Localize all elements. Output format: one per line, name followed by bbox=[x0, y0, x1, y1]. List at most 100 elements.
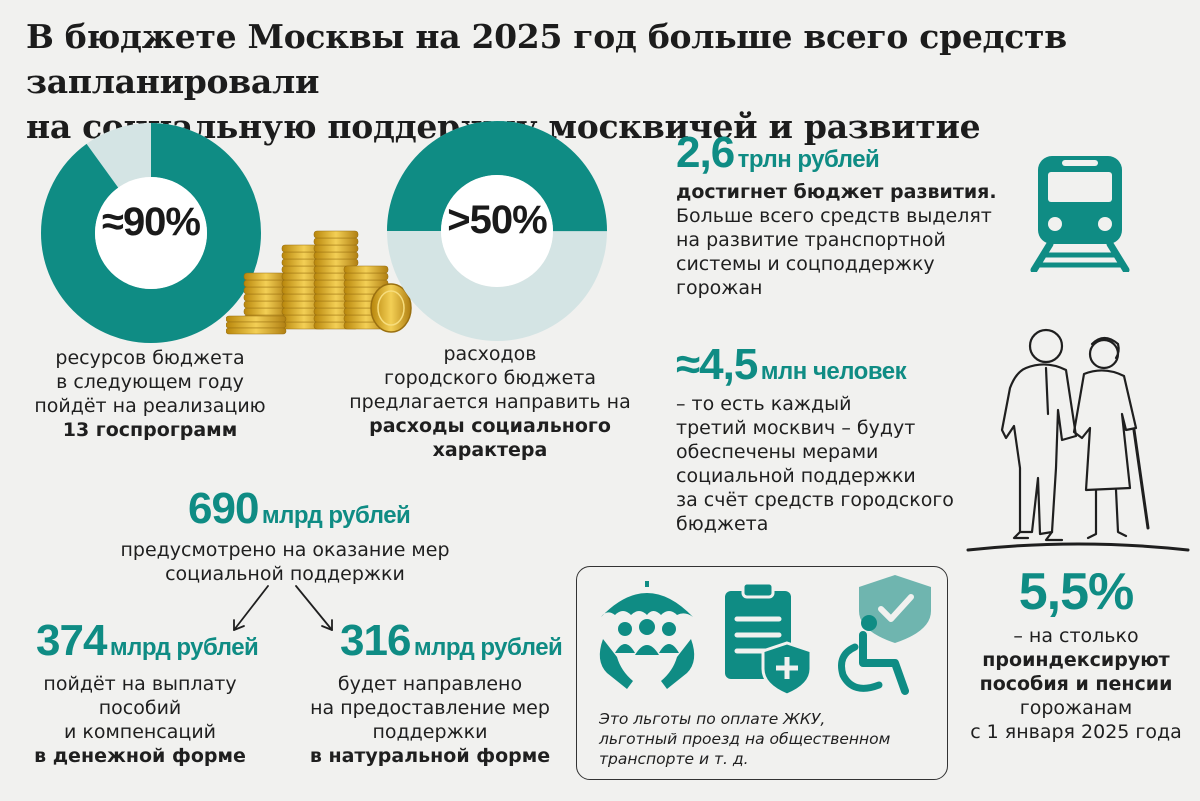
cash-text: пойдёт на выплату пособий и компенсаций … bbox=[20, 672, 260, 768]
coin bbox=[313, 244, 359, 253]
indexation-stat: 5,5% bbox=[966, 562, 1186, 622]
coin bbox=[243, 293, 289, 302]
text-line: на развитие транспортной bbox=[676, 229, 946, 251]
text-line: социальной поддержки bbox=[676, 465, 916, 487]
total-support-text: предусмотрено на оказание мер социальной… bbox=[120, 538, 450, 586]
donut-chart-90 bbox=[41, 123, 261, 343]
note-line: Это льготы по оплате ЖКУ, bbox=[599, 710, 826, 728]
text-line: горожанам bbox=[1019, 697, 1133, 719]
donut-arc bbox=[41, 123, 261, 343]
note-line: транспорте и т. д. bbox=[599, 750, 749, 768]
cash-bold: в денежной форме bbox=[34, 745, 246, 767]
note-line: льготный проезд на общественном bbox=[599, 730, 891, 748]
split-arrows bbox=[233, 585, 333, 631]
text-line: третий москвич – будут bbox=[676, 417, 916, 439]
coin bbox=[313, 230, 359, 239]
text-line: и компенсаций bbox=[63, 721, 217, 743]
coin bbox=[243, 272, 289, 281]
arrow-right bbox=[295, 585, 333, 631]
in-kind-text: будет направлено на предоставление мер п… bbox=[300, 672, 560, 768]
donut2-caption: расходов городского бюджета предлагается… bbox=[340, 342, 640, 462]
cash-stat: 374 млрд рублей bbox=[36, 616, 259, 666]
total-support-unit: млрд рублей bbox=[261, 502, 411, 529]
coin bbox=[243, 279, 289, 288]
arrow-left bbox=[233, 585, 269, 631]
caption-bold: расходы социального bbox=[369, 415, 611, 437]
elderly-couple-icon bbox=[966, 328, 1190, 552]
donut-arc bbox=[387, 121, 607, 341]
people-stat: ≈4,5 млн человек bbox=[676, 340, 907, 390]
coin bbox=[226, 327, 287, 335]
in-kind-number: 316 bbox=[340, 616, 411, 665]
caption-line: в следующем году bbox=[56, 371, 244, 393]
cash-number: 374 bbox=[36, 616, 107, 665]
indexation-text: – на столько проиндексируют пособия и пе… bbox=[956, 624, 1196, 744]
coin bbox=[343, 272, 389, 281]
donut1-caption: ресурсов бюджета в следующем году пойдёт… bbox=[20, 346, 280, 442]
coin bbox=[313, 237, 359, 246]
development-bold: достигнет бюджет развития. bbox=[676, 181, 997, 203]
train-icon bbox=[1030, 156, 1130, 272]
caption-line: предлагается направить на bbox=[349, 391, 631, 413]
caption-line: городского бюджета bbox=[384, 367, 596, 389]
coin bbox=[313, 251, 359, 260]
text-line: социальной поддержки bbox=[165, 563, 405, 585]
text-line: бюджета bbox=[676, 513, 769, 535]
coin bbox=[243, 286, 289, 295]
text-line: с 1 января 2025 года bbox=[970, 721, 1182, 743]
development-text: достигнет бюджет развития. Больше всего … bbox=[676, 180, 1016, 300]
coin bbox=[226, 321, 287, 329]
in-kind-unit: млрд рублей bbox=[413, 634, 563, 661]
title-line-1: В бюджете Москвы на 2025 год больше всег… bbox=[26, 17, 1067, 101]
total-support-stat: 690 млрд рублей bbox=[188, 484, 411, 534]
indexation-bold: проиндексируют bbox=[982, 649, 1170, 671]
development-unit: трлн рублей bbox=[737, 146, 880, 173]
coin bbox=[226, 315, 287, 323]
text-line: обеспечены мерами bbox=[676, 441, 879, 463]
text-line: будет направлено bbox=[337, 673, 523, 695]
total-support-number: 690 bbox=[188, 484, 259, 533]
family-umbrella-icon bbox=[599, 581, 695, 689]
page-title: В бюджете Москвы на 2025 год больше всег… bbox=[26, 14, 1176, 149]
clipboard-medical-icon bbox=[725, 581, 813, 697]
benefits-box: Это льготы по оплате ЖКУ, льготный проез… bbox=[576, 566, 948, 780]
text-line: на предоставление мер bbox=[310, 697, 550, 719]
donut-chart-50 bbox=[387, 121, 607, 341]
donut-hole bbox=[441, 175, 553, 287]
coin bbox=[243, 307, 289, 316]
text-line: поддержки bbox=[372, 721, 488, 743]
in-kind-bold: в натуральной форме bbox=[309, 745, 551, 767]
donut-value-label: ≈90% bbox=[101, 200, 201, 244]
caption-bold: характера bbox=[432, 439, 548, 461]
text-line: предусмотрено на оказание мер bbox=[120, 539, 450, 561]
indexation-bold: пособия и пенсии bbox=[979, 673, 1173, 695]
coin bbox=[243, 300, 289, 309]
donut-value-label: >50% bbox=[447, 198, 547, 242]
coin bbox=[313, 258, 359, 267]
text-line: – то есть каждый bbox=[676, 393, 852, 415]
text-line: Больше всего средств выделят bbox=[676, 205, 992, 227]
wheelchair-shield-icon bbox=[838, 575, 931, 695]
people-number: ≈4,5 bbox=[676, 340, 758, 389]
text-line: пособий bbox=[98, 697, 182, 719]
benefits-note: Это льготы по оплате ЖКУ, льготный проез… bbox=[599, 709, 939, 769]
caption-bold: 13 госпрограмм bbox=[62, 419, 238, 441]
indexation-number: 5,5% bbox=[1018, 563, 1135, 621]
caption-line: расходов bbox=[443, 343, 537, 365]
coin bbox=[343, 279, 389, 288]
text-line: горожан bbox=[676, 277, 763, 299]
people-unit: млн человек bbox=[760, 358, 907, 385]
in-kind-stat: 316 млрд рублей bbox=[340, 616, 563, 666]
donut-hole bbox=[95, 177, 207, 289]
coin bbox=[343, 265, 389, 274]
development-number: 2,6 bbox=[676, 128, 735, 177]
coins-icon bbox=[226, 230, 412, 335]
text-line: – на столько bbox=[1013, 625, 1139, 647]
cash-unit: млрд рублей bbox=[109, 634, 259, 661]
text-line: пойдёт на выплату bbox=[43, 673, 237, 695]
caption-line: ресурсов бюджета bbox=[55, 347, 245, 369]
text-line: за счёт средств городского bbox=[676, 489, 954, 511]
text-line: системы и соцподдержку bbox=[676, 253, 935, 275]
development-stat: 2,6 трлн рублей bbox=[676, 128, 880, 178]
people-text: – то есть каждый третий москвич – будут … bbox=[676, 392, 976, 536]
